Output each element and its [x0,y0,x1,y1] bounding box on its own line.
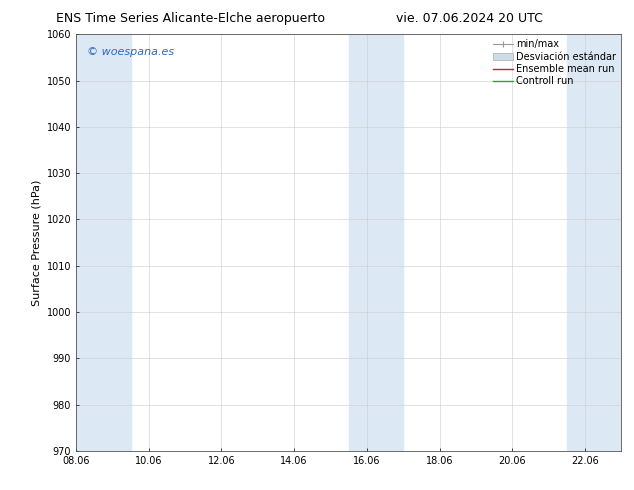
Bar [567,34,621,451]
Text: © woespana.es: © woespana.es [87,47,174,57]
Text: vie. 07.06.2024 20 UTC: vie. 07.06.2024 20 UTC [396,12,543,25]
Bar [76,34,131,451]
Text: ENS Time Series Alicante-Elche aeropuerto: ENS Time Series Alicante-Elche aeropuert… [56,12,325,25]
Y-axis label: Surface Pressure (hPa): Surface Pressure (hPa) [31,179,41,306]
Bar [349,34,403,451]
Legend: min/max, Desviación estándar, Ensemble mean run, Controll run: min/max, Desviación estándar, Ensemble m… [493,39,616,86]
